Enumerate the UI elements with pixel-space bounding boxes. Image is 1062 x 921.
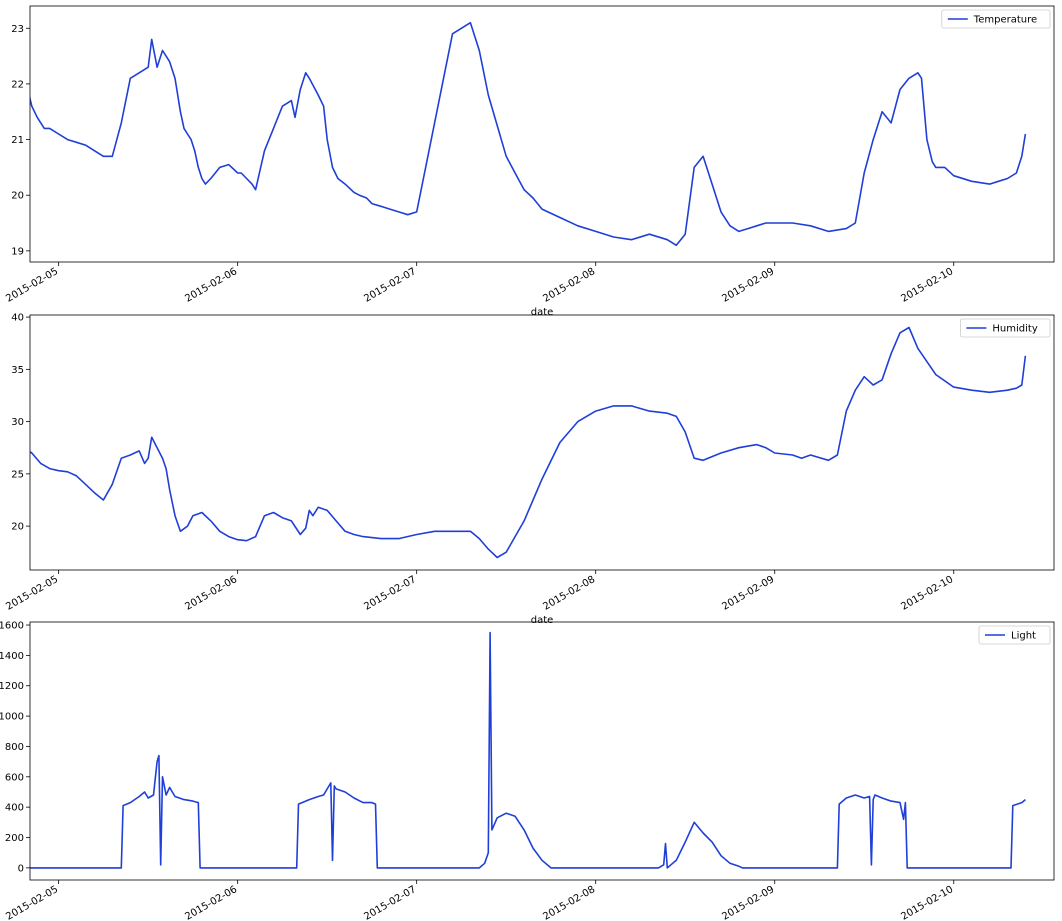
x-tick-label: 2015-02-10 xyxy=(899,884,955,921)
legend-box xyxy=(960,318,1051,338)
chart-panel-3: 0 200 400 600 800 1000 1200 1400 1600 2015-02-05 2… xyxy=(0,621,1055,921)
legend: Humidity xyxy=(960,318,1051,338)
x-tick-label: 2015-02-08 xyxy=(541,266,597,305)
legend-box xyxy=(941,9,1051,29)
x-tick-label: 2015-02-09 xyxy=(720,574,776,613)
legend: Temperature xyxy=(941,9,1051,29)
y-tick-label: 0 xyxy=(18,863,24,874)
x-tick-label: 2015-02-07 xyxy=(362,266,418,305)
x-tick-label: 2015-02-06 xyxy=(183,574,239,613)
y-tick-label: 800 xyxy=(5,742,24,753)
y-tick-label: 1200 xyxy=(0,681,24,692)
series-line-light xyxy=(30,631,1026,869)
legend-label: Humidity xyxy=(992,324,1037,335)
x-tick-label: 2015-02-06 xyxy=(183,266,239,305)
x-tick-label: 2015-02-05 xyxy=(4,266,60,305)
y-tick-label: 35 xyxy=(11,365,24,376)
y-tick-label: 1600 xyxy=(0,621,24,632)
plot-frame xyxy=(29,621,1055,881)
y-tick-label: 20 xyxy=(11,522,24,533)
plot-frame xyxy=(29,314,1055,571)
y-tick-label: 1000 xyxy=(0,712,24,723)
plot-frame xyxy=(29,5,1055,263)
x-tick-label: 2015-02-05 xyxy=(4,574,60,613)
y-tick-label: 600 xyxy=(5,772,24,783)
legend: Light xyxy=(978,625,1051,645)
chart-panel-1: 19 20 21 22 23 2015-02-05 2015-02-06 2015-02-07… xyxy=(4,5,1055,318)
x-tick-label: 2015-02-09 xyxy=(720,266,776,305)
y-tick-label: 22 xyxy=(11,79,24,90)
x-tick-label: 2015-02-10 xyxy=(899,266,955,305)
y-tick-label: 200 xyxy=(5,833,24,844)
legend-label: Temperature xyxy=(973,15,1037,26)
y-tick-label: 40 xyxy=(11,313,24,324)
series-line-humidity xyxy=(30,326,1027,559)
chart-panel-2: 20 25 30 35 40 2015-02-05 2015-02-06 2015-02-07… xyxy=(4,313,1055,626)
y-tick-label: 1400 xyxy=(0,651,24,662)
x-tick-label: 2015-02-09 xyxy=(720,884,776,921)
y-tick-label: 19 xyxy=(11,246,24,257)
legend-box xyxy=(978,625,1051,645)
x-tick-label: 2015-02-08 xyxy=(541,574,597,613)
y-tick-label: 25 xyxy=(11,469,24,480)
series-line-temperature xyxy=(30,21,1027,247)
y-tick-label: 30 xyxy=(11,417,24,428)
x-tick-label: 2015-02-10 xyxy=(899,574,955,613)
y-tick-label: 20 xyxy=(11,191,24,202)
y-tick-label: 400 xyxy=(5,803,24,814)
x-axis-label: date xyxy=(531,615,554,626)
y-tick-label: 23 xyxy=(11,24,24,35)
x-tick-label: 2015-02-07 xyxy=(362,574,418,613)
x-tick-label: 2015-02-08 xyxy=(541,884,597,921)
legend-label: Light xyxy=(1011,631,1036,642)
x-tick-label: 2015-02-07 xyxy=(362,884,418,921)
x-tick-label: 2015-02-05 xyxy=(4,884,60,921)
x-axis-label: date xyxy=(531,307,554,318)
x-tick-label: 2015-02-06 xyxy=(183,884,239,921)
y-tick-label: 21 xyxy=(11,135,24,146)
